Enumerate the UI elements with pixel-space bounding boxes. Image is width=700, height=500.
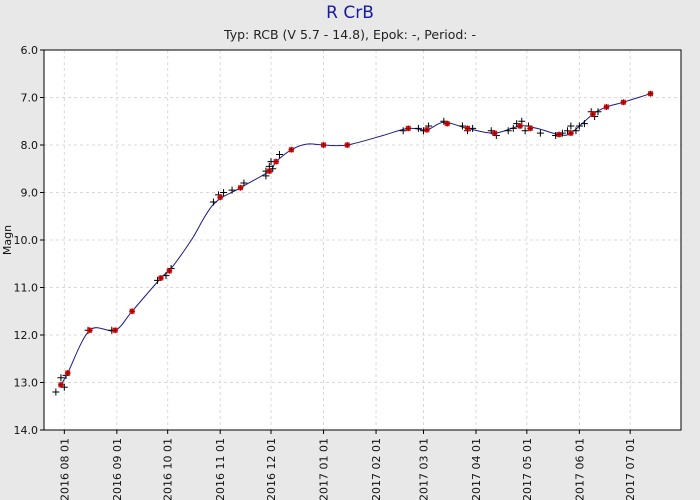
y-axis-labels: 6.0 7.0 8.0 9.0 10.0 11.0 12.0 13.0 14.0 bbox=[14, 44, 39, 437]
y-axis-label: Magn bbox=[1, 225, 14, 255]
x-tick-label: 2017 04 01 bbox=[470, 438, 483, 500]
y-tick-label: 9.0 bbox=[21, 187, 39, 200]
mean-marker-cross bbox=[589, 111, 596, 118]
x-tick-label: 2017 01 01 bbox=[318, 438, 331, 500]
y-tick-label: 11.0 bbox=[14, 282, 39, 295]
mean-marker-cross bbox=[405, 125, 412, 132]
mean-marker-cross bbox=[129, 308, 136, 315]
chart-subtitle: Typ: RCB (V 5.7 - 14.8), Epok: -, Period… bbox=[224, 27, 476, 42]
mean-marker-cross bbox=[273, 158, 280, 165]
x-axis-labels: 2016 08 01 2016 09 01 2016 10 01 2016 11 01… bbox=[58, 438, 637, 500]
mean-marker-cross bbox=[423, 126, 430, 133]
observation-marker bbox=[580, 120, 588, 128]
x-tick-label: 2017 02 01 bbox=[370, 438, 383, 500]
mean-marker-cross bbox=[237, 184, 244, 191]
y-tick-label: 8.0 bbox=[21, 139, 39, 152]
observation-marker bbox=[536, 129, 544, 137]
x-tick-label: 2016 09 01 bbox=[111, 438, 124, 500]
mean-points bbox=[57, 90, 654, 388]
mean-marker-cross bbox=[157, 275, 164, 281]
observation-marker bbox=[575, 122, 583, 130]
observation-marker bbox=[220, 189, 228, 196]
observation-marker bbox=[262, 172, 270, 180]
observation-marker bbox=[521, 127, 529, 135]
observation-marker bbox=[240, 179, 248, 187]
x-tick-label: 2017 07 01 bbox=[624, 438, 637, 500]
observation-marker bbox=[52, 388, 60, 396]
mean-marker-cross bbox=[288, 146, 295, 153]
mean-marker-cross bbox=[603, 104, 610, 110]
x-tick-label: 2016 10 01 bbox=[162, 438, 175, 500]
mean-marker-cross bbox=[647, 90, 654, 97]
observation-marker bbox=[567, 122, 575, 130]
observation-marker bbox=[572, 127, 580, 135]
mean-marker-cross bbox=[517, 123, 524, 129]
mean-marker-cross bbox=[556, 131, 563, 138]
mean-marker-cross bbox=[166, 267, 173, 274]
observation-marker bbox=[275, 151, 283, 158]
chart-title: R CrB bbox=[326, 3, 374, 23]
y-tick-label: 10.0 bbox=[14, 234, 39, 247]
observation-marker bbox=[228, 186, 236, 194]
plot-frame bbox=[43, 49, 682, 431]
observation-marker bbox=[414, 124, 422, 132]
mean-marker-cross bbox=[320, 142, 327, 148]
x-tick-label: 2017 05 01 bbox=[521, 438, 534, 500]
mean-marker-cross bbox=[266, 168, 273, 175]
mean-marker-cross bbox=[86, 327, 93, 334]
mean-marker-cross bbox=[57, 381, 64, 388]
observation-marker bbox=[162, 272, 170, 280]
mean-marker-cross bbox=[344, 142, 351, 148]
mean-marker-cross bbox=[491, 130, 498, 137]
mean-marker-cross bbox=[527, 125, 534, 132]
x-tick-label: 2016 12 01 bbox=[265, 438, 278, 500]
observation-marker bbox=[57, 374, 65, 382]
x-tick-label: 2016 11 01 bbox=[214, 438, 227, 500]
mean-marker-cross bbox=[464, 125, 471, 132]
y-tick-label: 14.0 bbox=[14, 424, 39, 437]
mean-marker-cross bbox=[217, 194, 224, 201]
observation-marker bbox=[458, 122, 466, 130]
observation-marker bbox=[504, 127, 512, 135]
x-tick-label: 2017 06 01 bbox=[573, 438, 586, 500]
observation-marker bbox=[509, 124, 517, 132]
observation-marker bbox=[209, 198, 217, 206]
mean-marker-cross bbox=[64, 370, 71, 376]
y-tick-label: 7.0 bbox=[21, 92, 39, 105]
y-tick-label: 12.0 bbox=[14, 329, 39, 342]
observation-marker bbox=[399, 127, 407, 135]
mean-marker-cross bbox=[620, 99, 627, 106]
y-tick-label: 13.0 bbox=[14, 377, 39, 390]
y-tick-label: 6.0 bbox=[21, 44, 39, 57]
x-tick-label: 2016 08 01 bbox=[58, 438, 71, 500]
x-tick-label: 2017 03 01 bbox=[417, 438, 430, 500]
mean-marker-cross bbox=[567, 130, 574, 137]
mean-marker-cross bbox=[444, 120, 451, 127]
mean-marker-cross bbox=[112, 327, 119, 334]
observation-marker bbox=[594, 108, 602, 116]
